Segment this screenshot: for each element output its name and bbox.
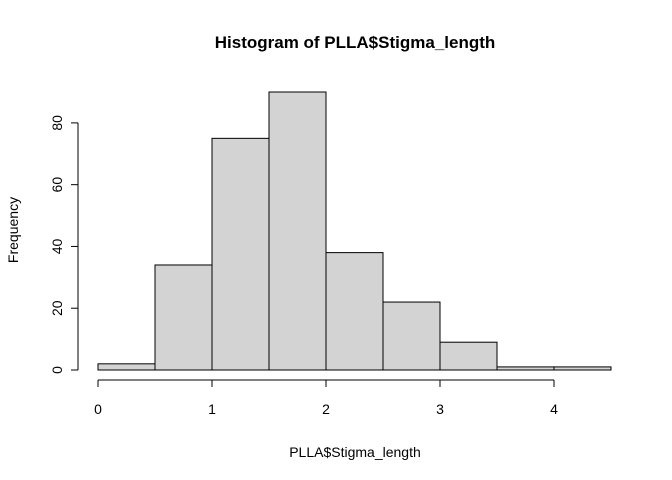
y-axis: 0 20 40 60 80 bbox=[49, 115, 79, 374]
y-tick-label: 60 bbox=[49, 177, 65, 193]
histogram-bar bbox=[382, 301, 441, 371]
y-tick-label: 0 bbox=[49, 366, 65, 374]
histogram-bar bbox=[325, 252, 384, 371]
histogram-bar bbox=[97, 363, 156, 371]
y-axis-label: Frequency bbox=[5, 197, 21, 263]
y-tick-label: 40 bbox=[49, 238, 65, 254]
bars-group bbox=[97, 91, 612, 371]
x-tick-label: 1 bbox=[208, 401, 216, 417]
x-tick-label: 3 bbox=[436, 401, 444, 417]
histogram-bar bbox=[211, 137, 270, 371]
x-tick-label: 2 bbox=[322, 401, 330, 417]
x-axis-label: PLLA$Stigma_length bbox=[289, 444, 421, 460]
chart-title: Histogram of PLLA$Stigma_length bbox=[215, 33, 496, 52]
y-tick-label: 20 bbox=[49, 300, 65, 316]
histogram-bar bbox=[496, 366, 555, 371]
histogram-bar bbox=[154, 264, 213, 371]
x-tick-label: 0 bbox=[94, 401, 102, 417]
y-tick-label: 80 bbox=[49, 115, 65, 131]
histogram-bar bbox=[268, 91, 327, 371]
x-tick-label: 4 bbox=[550, 401, 558, 417]
histogram-bar bbox=[553, 366, 612, 371]
x-axis: 0 1 2 3 4 bbox=[94, 379, 558, 417]
histogram-bar bbox=[439, 341, 498, 371]
